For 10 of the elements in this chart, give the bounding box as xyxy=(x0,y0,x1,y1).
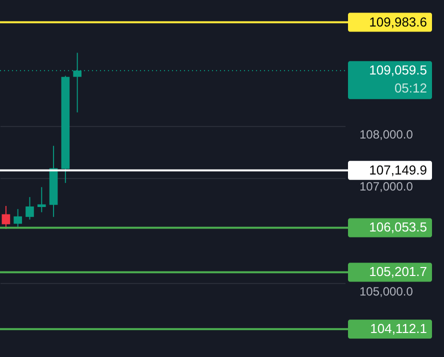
ref-line-label: 105,201.7 xyxy=(369,264,427,280)
ref-line-label: 107,149.9 xyxy=(369,162,427,178)
text: 05:12 xyxy=(394,80,427,96)
ref-line-label: 104,112.1 xyxy=(370,321,427,336)
ref-line-label: 109,059.5 xyxy=(369,62,427,78)
ref-line-label: 109,983.6 xyxy=(369,14,427,30)
y-tick-label: 105,000.0 xyxy=(360,284,414,298)
y-tick-label: 107,000.0 xyxy=(360,180,414,194)
ref-line-label: 106,053.5 xyxy=(369,220,427,235)
y-tick-label: 108,000.0 xyxy=(360,127,414,142)
